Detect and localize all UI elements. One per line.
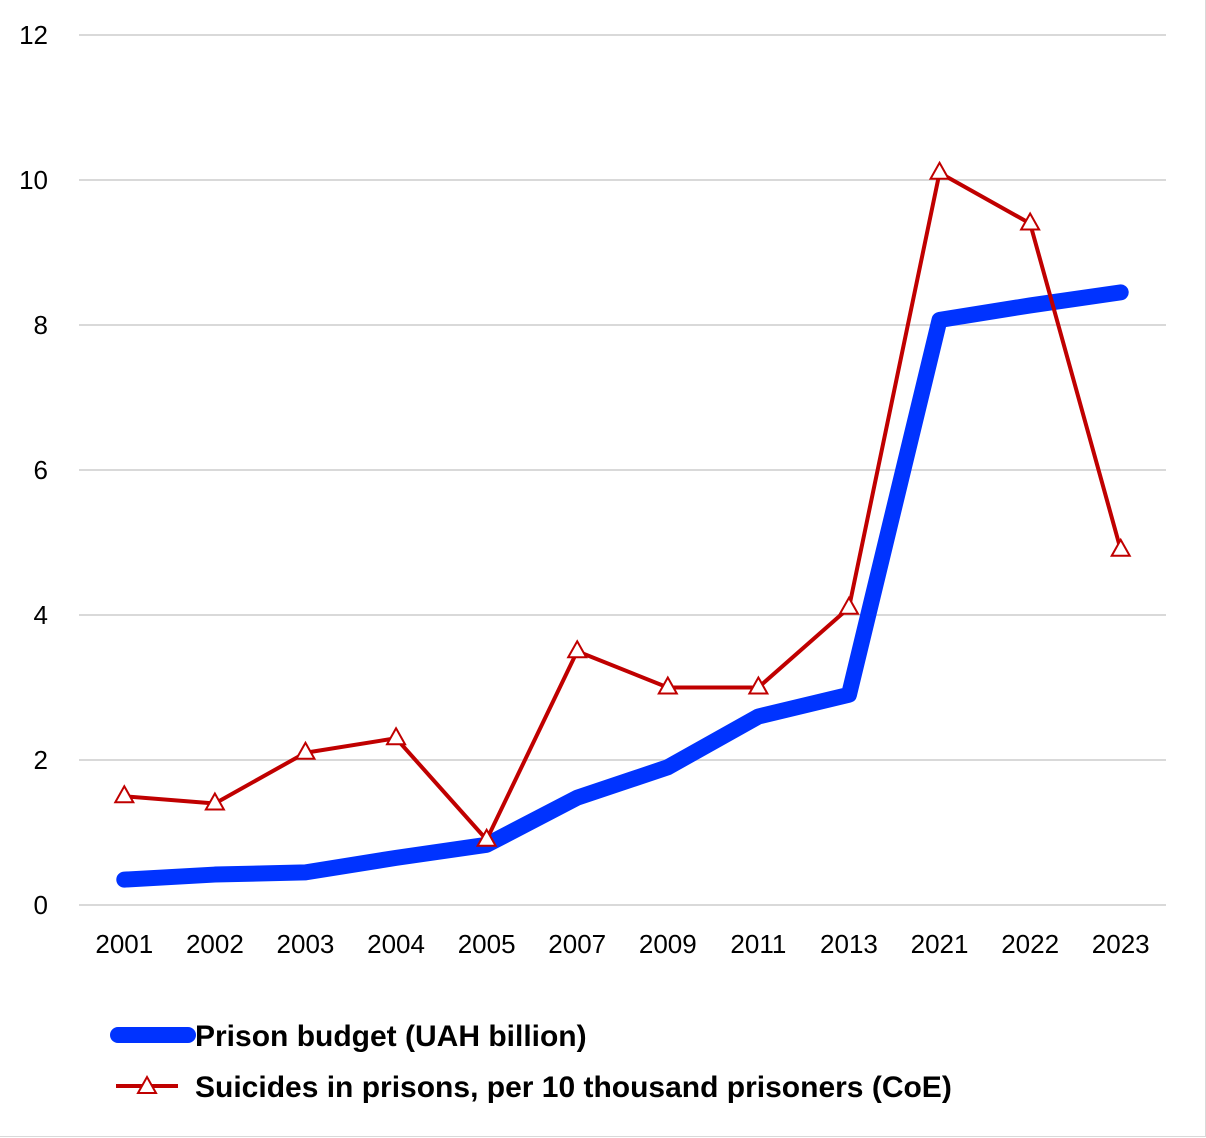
y-tick-label: 8 — [34, 310, 48, 340]
legend: Prison budget (UAH billion) Suicides in … — [110, 1020, 952, 1104]
legend-label-prison-budget: Prison budget (UAH billion) — [195, 1020, 587, 1053]
y-tick-label: 4 — [34, 600, 48, 630]
x-tick-label: 2002 — [186, 929, 244, 959]
x-tick-label: 2004 — [367, 929, 425, 959]
x-tick-label: 2013 — [820, 929, 878, 959]
data-point-suicides — [385, 726, 407, 746]
data-point-suicides — [566, 639, 588, 659]
series-lines — [113, 160, 1132, 888]
y-tick-label: 10 — [19, 165, 48, 195]
x-tick-label: 2023 — [1092, 929, 1150, 959]
data-point-suicides — [657, 675, 679, 695]
y-tick-label: 6 — [34, 455, 48, 485]
x-tick-label: 2022 — [1001, 929, 1059, 959]
data-point-suicides — [1019, 211, 1041, 231]
data-point-suicides — [113, 784, 136, 804]
y-tick-label: 0 — [34, 890, 48, 920]
x-tick-label: 2001 — [95, 929, 153, 959]
x-tick-label: 2009 — [639, 929, 697, 959]
x-tick-label: 2005 — [458, 929, 516, 959]
x-tick-label: 2021 — [911, 929, 969, 959]
x-tick-label: 2011 — [730, 929, 786, 959]
data-point-suicides — [838, 595, 860, 615]
legend-label-suicides: Suicides in prisons, per 10 thousand pri… — [195, 1071, 952, 1104]
gridlines — [79, 34, 1166, 906]
legend-marker-triangle-icon — [136, 1074, 158, 1094]
y-tick-label: 2 — [34, 745, 48, 775]
legend-item-suicides: Suicides in prisons, per 10 thousand pri… — [116, 1071, 952, 1104]
data-point-suicides — [204, 791, 226, 811]
series-line-suicides — [124, 170, 1123, 842]
legend-item-prison-budget: Prison budget (UAH billion) — [110, 1020, 587, 1053]
x-tick-label: 2007 — [548, 929, 606, 959]
x-tick-label: 2003 — [277, 929, 335, 959]
data-point-suicides — [747, 675, 770, 695]
y-tick-label: 12 — [19, 20, 48, 50]
data-point-suicides — [294, 740, 317, 760]
y-axis-ticks: 0 2 4 6 8 10 12 — [19, 20, 48, 920]
data-point-suicides — [928, 160, 951, 180]
data-point-suicides — [1110, 537, 1132, 557]
data-point-suicides — [475, 827, 498, 847]
series-line-prison-budget — [116, 284, 1129, 888]
x-axis-ticks: 2001 2002 2003 2004 2005 2007 2009 2011 2013 2021… — [95, 929, 1149, 959]
